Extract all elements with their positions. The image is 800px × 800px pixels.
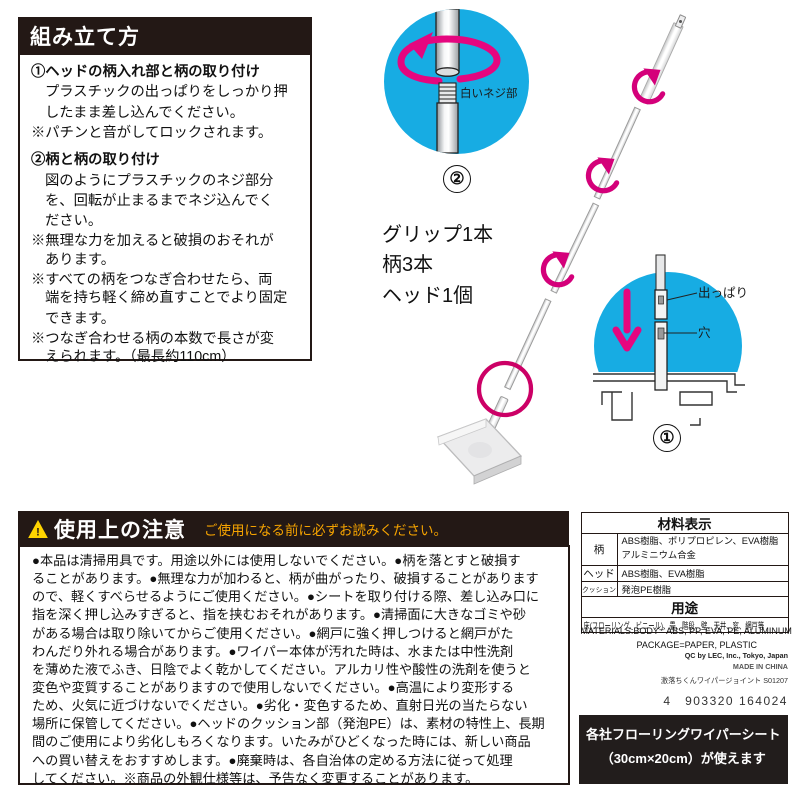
svg-text:穴: 穴 <box>698 325 711 340</box>
svg-text:出っぱり: 出っぱり <box>698 286 748 300</box>
svg-text:!: ! <box>36 526 40 538</box>
svg-text:白いネジ部: 白いネジ部 <box>460 86 518 100</box>
